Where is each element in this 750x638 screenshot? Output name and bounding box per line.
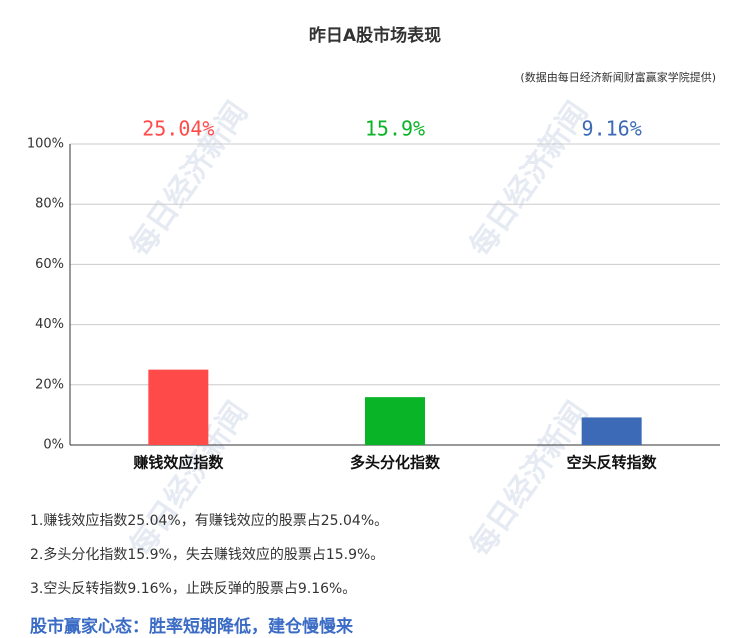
- bar: [148, 369, 209, 445]
- y-tick-label: 80%: [35, 197, 64, 212]
- headline: 股市赢家心态：胜率短期降低，建仓慢慢来: [30, 616, 354, 637]
- watermark: 每日经济新闻: [463, 396, 595, 564]
- y-tick-label: 40%: [35, 317, 64, 332]
- chart-subtitle: (数据由每日经济新闻财富赢家学院提供): [520, 70, 716, 84]
- y-tick-label: 0%: [43, 438, 64, 453]
- value-label: 9.16%: [582, 117, 642, 141]
- y-tick-label: 100%: [27, 137, 64, 152]
- x-tick-label: 赚钱效应指数: [132, 454, 224, 472]
- note: 2.多头分化指数15.9%，失去赚钱效应的股票占15.9%。: [30, 546, 384, 563]
- watermark: 每日经济新闻: [463, 96, 595, 264]
- chart-title: 昨日A股市场表现: [309, 25, 441, 46]
- note: 3.空头反转指数9.16%，止跌反弹的股票占9.16%。: [30, 581, 356, 597]
- bar: [365, 397, 425, 445]
- value-label: 25.04%: [142, 117, 214, 141]
- y-tick-label: 20%: [35, 377, 64, 392]
- y-tick-label: 60%: [35, 257, 64, 272]
- value-label: 15.9%: [365, 117, 425, 141]
- note: 1.赚钱效应指数25.04%，有赚钱效应的股票占25.04%。: [30, 512, 388, 529]
- x-tick-label: 空头反转指数: [567, 454, 658, 472]
- x-tick-label: 多头分化指数: [350, 454, 441, 472]
- bar: [581, 417, 642, 445]
